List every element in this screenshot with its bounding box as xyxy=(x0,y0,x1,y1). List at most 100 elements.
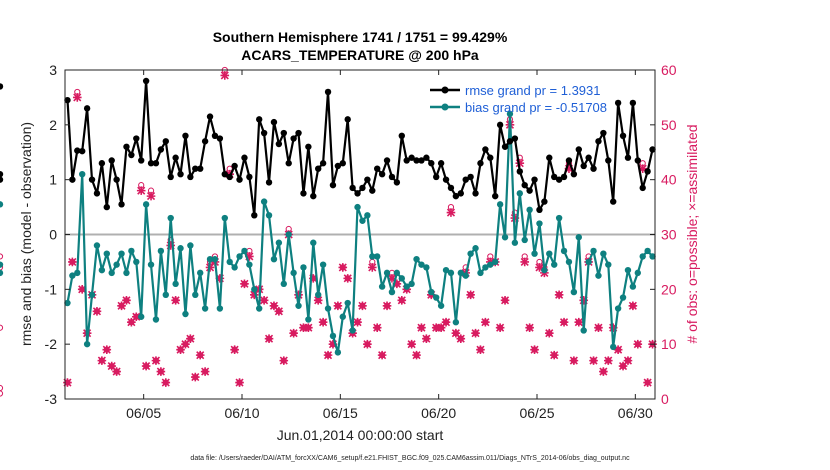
bias-point xyxy=(118,250,125,257)
bias-point xyxy=(570,288,578,296)
obs-assimilated-point xyxy=(151,356,161,365)
rmse-point xyxy=(570,170,578,178)
rmse-point xyxy=(619,132,627,139)
rmse-point xyxy=(0,83,4,90)
obs-assimilated-point xyxy=(382,301,392,311)
bias-point xyxy=(511,239,519,246)
chart-title-line2: ACARS_TEMPERATURE @ 200 hPa xyxy=(241,47,479,63)
rmse-point xyxy=(452,192,460,200)
bias-point xyxy=(142,201,150,208)
obs-assimilated-point xyxy=(407,339,416,349)
rmse-point xyxy=(226,173,233,181)
obs-assimilated-point xyxy=(613,345,623,354)
legend-rmse-marker xyxy=(441,86,449,94)
rmse-point xyxy=(187,173,194,181)
bias-point xyxy=(442,266,450,274)
rmse-point xyxy=(103,203,110,211)
obs-assimilated-point xyxy=(190,372,200,382)
rmse-point xyxy=(310,192,317,200)
rmse-point xyxy=(437,160,445,167)
rmse-point xyxy=(595,138,602,145)
obs-assimilated-point xyxy=(520,257,530,267)
rmse-point xyxy=(600,129,607,137)
rmse-point xyxy=(211,132,219,139)
obs-assimilated-point xyxy=(245,252,254,261)
bias-point xyxy=(93,242,101,249)
x-tick-label: 06/10 xyxy=(224,405,259,421)
plot-area xyxy=(0,67,657,400)
bias-point xyxy=(472,245,479,252)
rmse-point xyxy=(182,132,189,139)
rmse-point xyxy=(639,184,646,192)
rmse-point xyxy=(506,138,514,145)
rmse-point xyxy=(605,157,612,164)
bias-point xyxy=(575,234,582,241)
bias-line xyxy=(66,112,654,354)
rmse-point xyxy=(541,198,548,205)
bias-point xyxy=(580,327,587,334)
obs-assimilated-point xyxy=(358,301,367,311)
rmse-point xyxy=(206,113,214,120)
rmse-point xyxy=(565,157,573,164)
x-tick-label: 06/20 xyxy=(421,405,456,421)
bias-point xyxy=(408,280,415,288)
obs-assimilated-point xyxy=(441,317,451,327)
rmse-point xyxy=(113,176,120,183)
rmse-point xyxy=(123,143,130,150)
bias-point xyxy=(79,170,86,178)
rmse-point xyxy=(585,154,592,161)
y2-tick-label: 60 xyxy=(661,62,677,78)
rmse-point xyxy=(295,129,302,137)
obs-assimilated-point xyxy=(397,296,407,305)
bias-point xyxy=(531,250,538,257)
bias-point xyxy=(206,255,214,263)
bias-point xyxy=(98,266,106,274)
rmse-point xyxy=(0,170,4,178)
x-axis-label: Jun.01,2014 00:00:00 start xyxy=(277,427,444,443)
x-tick-label: 06/25 xyxy=(519,405,554,421)
rmse-point xyxy=(216,135,224,142)
rmse-point xyxy=(634,157,641,164)
bias-point xyxy=(88,291,96,299)
rmse-point xyxy=(231,162,238,170)
obs-assimilated-point xyxy=(176,345,185,354)
obs-possible-point xyxy=(0,384,4,392)
obs-assimilated-point xyxy=(353,317,362,327)
obs-assimilated-point xyxy=(544,328,554,338)
rmse-point xyxy=(610,198,617,205)
bias-point xyxy=(496,201,504,208)
obs-assimilated-point xyxy=(122,296,131,305)
bias-point xyxy=(339,313,346,320)
rmse-point xyxy=(521,181,528,189)
obs-assimilated-point xyxy=(92,306,102,316)
rmse-point xyxy=(275,140,283,148)
rmse-point xyxy=(128,151,135,159)
y2-axis-label: # of obs: o=possible; ×=assimilated xyxy=(684,124,700,343)
bias-series-layer xyxy=(0,110,656,356)
bias-point xyxy=(290,269,297,277)
bias-point xyxy=(157,247,165,255)
rmse-point xyxy=(383,157,391,164)
y2-tick-label: 30 xyxy=(661,227,677,243)
bias-point xyxy=(467,250,474,257)
obs-assimilated-point xyxy=(240,279,249,289)
rmse-point xyxy=(251,212,258,219)
rmse-point xyxy=(575,146,582,153)
bias-point xyxy=(265,212,273,219)
obs-assimilated-point xyxy=(289,328,298,338)
rmse-point xyxy=(516,168,523,175)
obs-assimilated-point xyxy=(466,290,475,300)
bias-point xyxy=(600,250,607,257)
bias-point xyxy=(182,310,189,318)
rmse-point xyxy=(192,165,199,172)
obs-assimilated-point xyxy=(259,296,269,305)
bias-point xyxy=(226,258,233,266)
y-axis-label: rmse and bias (model - observation) xyxy=(18,122,34,346)
obs-assimilated-point xyxy=(628,301,638,311)
obs-assimilated-point xyxy=(372,323,382,333)
obs-possible-point xyxy=(0,253,4,260)
rmse-point xyxy=(79,147,86,155)
bias-point xyxy=(521,236,528,244)
rmse-point xyxy=(329,181,337,189)
rmse-point xyxy=(477,160,484,167)
